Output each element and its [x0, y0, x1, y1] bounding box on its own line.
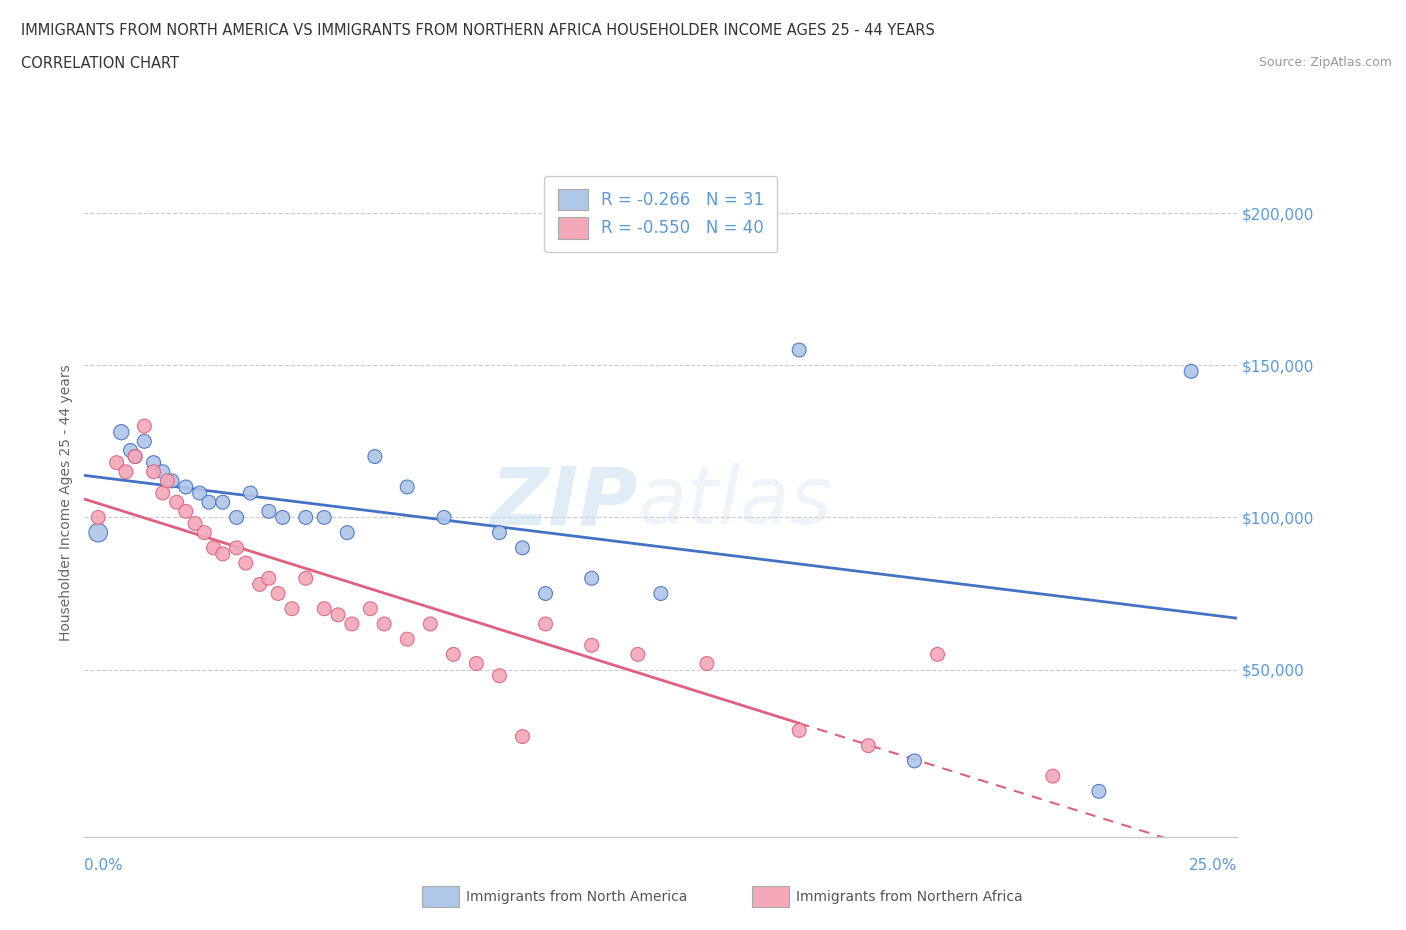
Point: [271, 510, 294, 525]
Point: [336, 525, 359, 540]
Point: [340, 617, 363, 631]
Point: [115, 464, 138, 479]
Point: [198, 495, 221, 510]
Point: [314, 602, 336, 617]
Point: [433, 510, 456, 525]
Point: [927, 647, 949, 662]
Point: [787, 723, 810, 737]
Point: [364, 449, 387, 464]
Point: [110, 425, 132, 440]
Point: [373, 617, 395, 631]
Point: [120, 443, 142, 458]
Point: [396, 631, 419, 646]
Point: [225, 540, 247, 555]
Point: [105, 455, 128, 470]
Text: Immigrants from North America: Immigrants from North America: [465, 889, 688, 904]
Point: [239, 485, 262, 500]
Point: [124, 449, 146, 464]
Point: [87, 525, 110, 540]
Point: [160, 473, 183, 488]
Legend: R = -0.266   N = 31, R = -0.550   N = 40: R = -0.266 N = 31, R = -0.550 N = 40: [544, 176, 778, 252]
Point: [156, 473, 179, 488]
Point: [903, 753, 925, 768]
Point: [858, 738, 880, 753]
Text: 0.0%: 0.0%: [84, 857, 124, 872]
Point: [211, 547, 233, 562]
Point: [650, 586, 672, 601]
Point: [294, 510, 316, 525]
Text: Source: ZipAtlas.com: Source: ZipAtlas.com: [1258, 56, 1392, 69]
Point: [488, 669, 510, 684]
Point: [142, 455, 165, 470]
Point: [534, 586, 557, 601]
Text: 25.0%: 25.0%: [1189, 857, 1237, 872]
Point: [1088, 784, 1111, 799]
Point: [174, 504, 197, 519]
Point: [627, 647, 650, 662]
Point: [267, 586, 290, 601]
Text: IMMIGRANTS FROM NORTH AMERICA VS IMMIGRANTS FROM NORTHERN AFRICA HOUSEHOLDER INC: IMMIGRANTS FROM NORTH AMERICA VS IMMIGRA…: [21, 23, 935, 38]
Point: [249, 577, 271, 591]
Point: [202, 540, 225, 555]
Point: [441, 647, 464, 662]
Point: [134, 434, 156, 449]
Point: [87, 510, 110, 525]
Point: [152, 485, 174, 500]
Point: [314, 510, 336, 525]
Point: [359, 602, 381, 617]
Point: [326, 607, 349, 622]
Point: [211, 495, 233, 510]
Point: [174, 480, 197, 495]
Point: [257, 504, 280, 519]
Text: ZIP: ZIP: [491, 463, 638, 541]
Point: [188, 485, 211, 500]
Y-axis label: Householder Income Ages 25 - 44 years: Householder Income Ages 25 - 44 years: [59, 364, 73, 641]
Point: [281, 602, 304, 617]
Point: [488, 525, 510, 540]
Text: Immigrants from Northern Africa: Immigrants from Northern Africa: [796, 889, 1024, 904]
Point: [184, 516, 207, 531]
Point: [696, 656, 718, 671]
Point: [581, 638, 603, 653]
Point: [512, 540, 534, 555]
Point: [419, 617, 441, 631]
Point: [124, 449, 146, 464]
Point: [142, 464, 165, 479]
Text: CORRELATION CHART: CORRELATION CHART: [21, 56, 179, 71]
Point: [581, 571, 603, 586]
Point: [257, 571, 280, 586]
Point: [166, 495, 188, 510]
Point: [294, 571, 316, 586]
Point: [512, 729, 534, 744]
Point: [225, 510, 247, 525]
Point: [1042, 769, 1064, 784]
Point: [193, 525, 215, 540]
Point: [152, 464, 174, 479]
Point: [787, 342, 810, 357]
Point: [465, 656, 488, 671]
Point: [396, 480, 419, 495]
Point: [134, 418, 156, 433]
Point: [235, 555, 257, 570]
Point: [534, 617, 557, 631]
Text: atlas: atlas: [638, 463, 832, 541]
Point: [1180, 364, 1202, 379]
